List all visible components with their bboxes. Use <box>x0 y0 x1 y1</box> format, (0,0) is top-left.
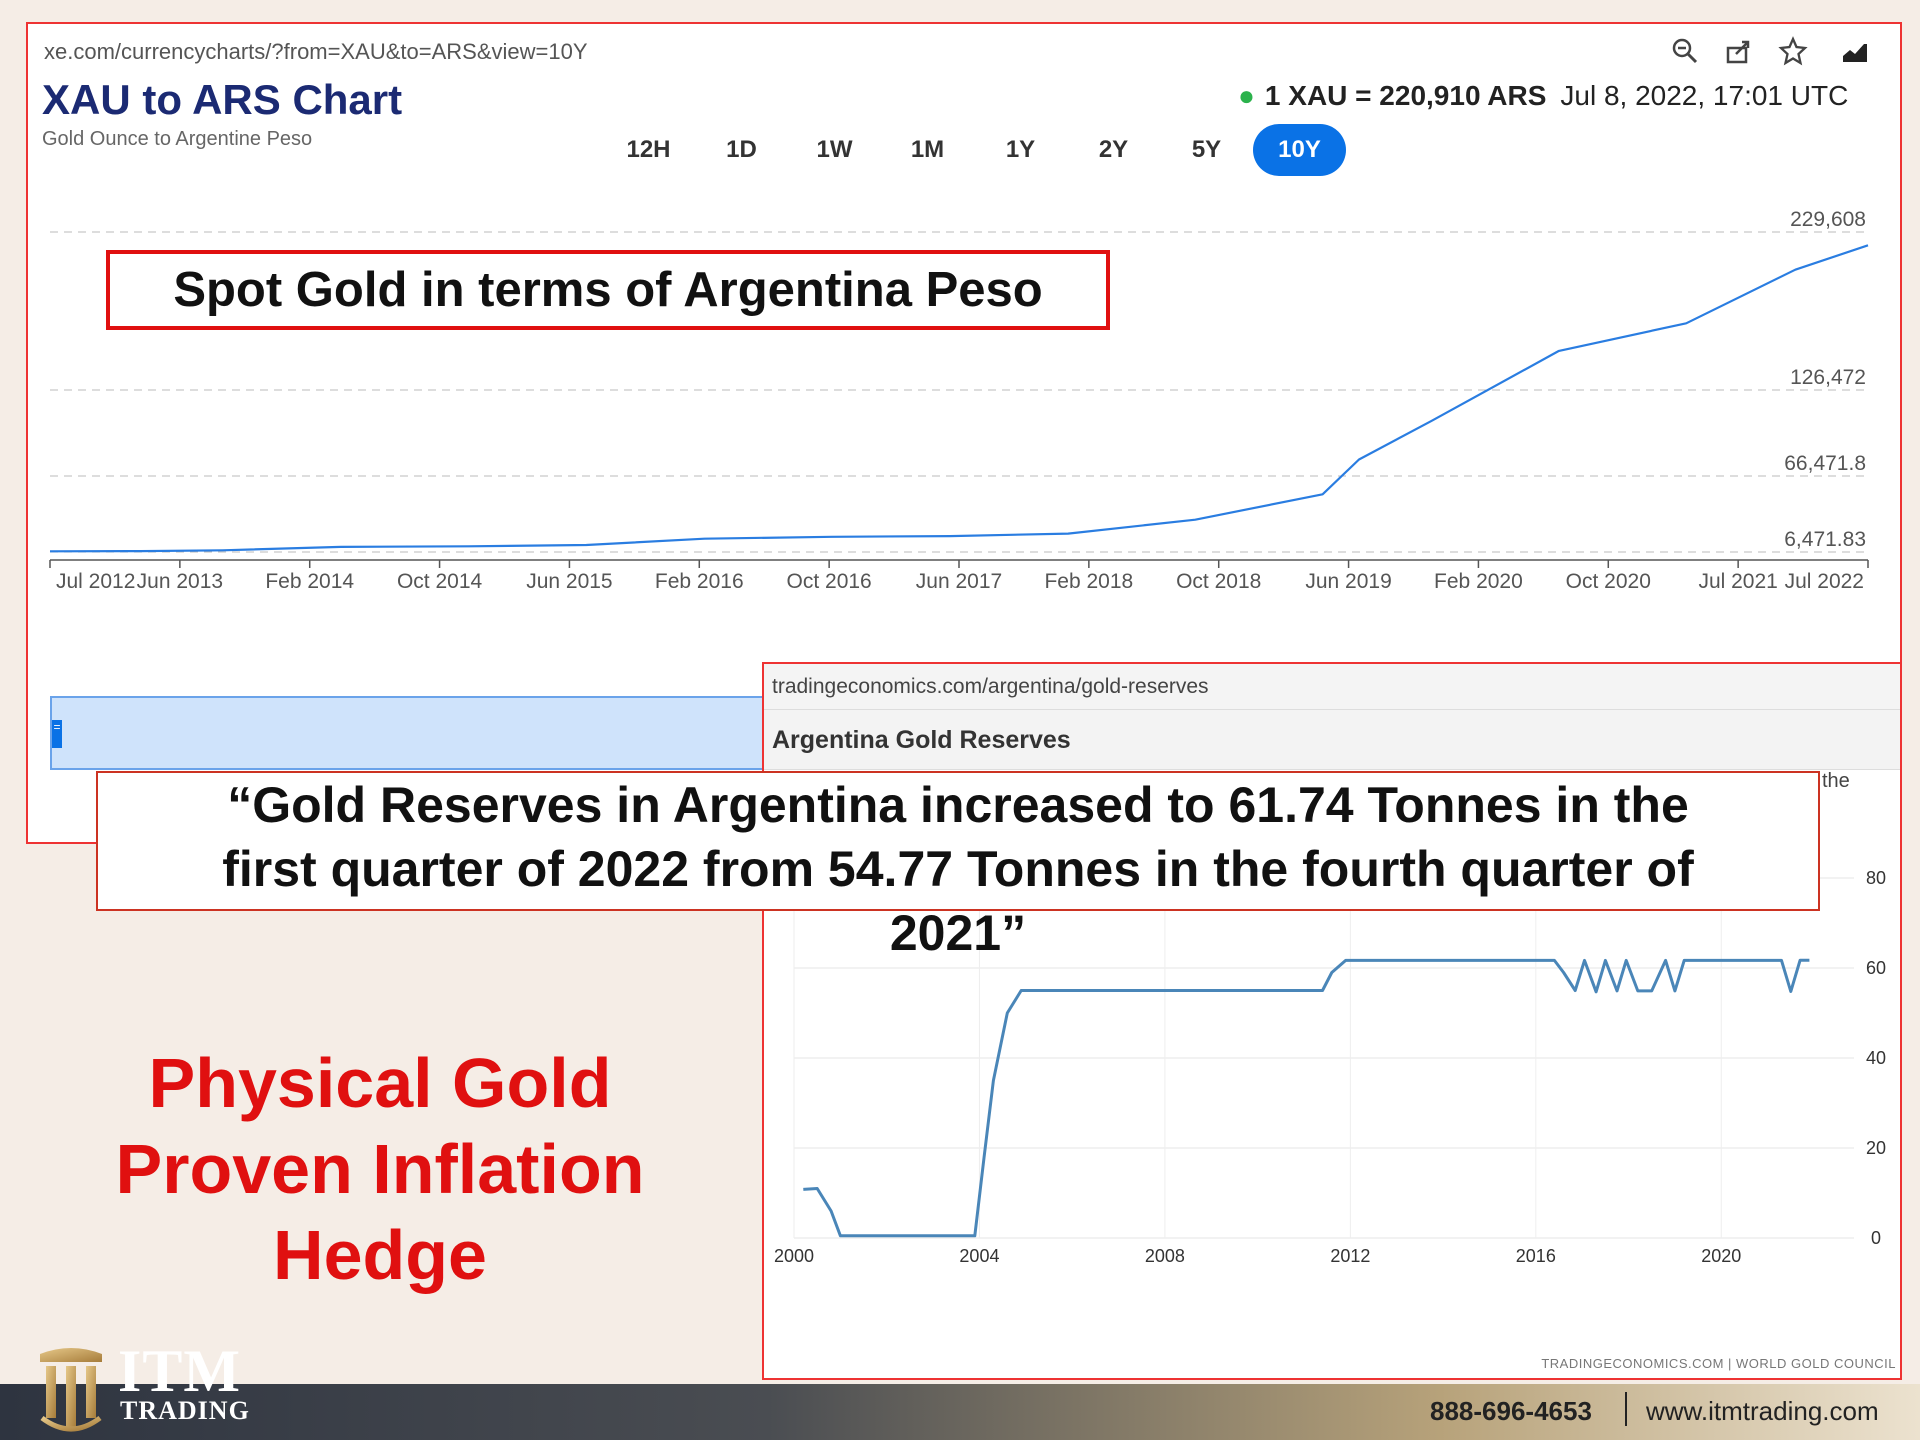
series-line <box>49 244 1869 553</box>
x-tick-label: Jul 2022 <box>1785 570 1864 593</box>
tagline-line: Hedge <box>273 1216 487 1294</box>
logo-wordmark: ITM <box>118 1338 241 1404</box>
tagline-line: Physical Gold <box>148 1044 612 1122</box>
itm-pillar-logo-icon <box>40 1348 102 1432</box>
share-icon[interactable] <box>1722 36 1756 70</box>
x-tick-label: 2020 <box>1701 1246 1741 1266</box>
chart-title: XAU to ARS Chart <box>42 76 403 123</box>
x-tick-label: Oct 2016 <box>787 570 872 593</box>
x-tick-label: 2012 <box>1330 1246 1370 1266</box>
x-tick-label: 2016 <box>1516 1246 1556 1266</box>
chart-subtitle: Gold Ounce to Argentine Peso <box>42 128 313 150</box>
star-icon[interactable] <box>1776 36 1810 70</box>
x-tick-label: 2000 <box>774 1246 814 1266</box>
te-chart-header: Argentina Gold Reserves <box>764 710 1900 770</box>
range-handle-icon[interactable]: = <box>52 720 62 748</box>
tab-12h[interactable]: 12H <box>626 136 671 163</box>
quote-line: “Gold Reserves in Argentina increased to… <box>227 777 1689 833</box>
tab-2y[interactable]: 2Y <box>1098 136 1129 163</box>
x-tick-label: 2008 <box>1145 1246 1185 1266</box>
x-tick-label: Oct 2018 <box>1176 570 1261 593</box>
y-tick-label: 66,471.8 <box>1784 452 1866 475</box>
x-tick-label: Jun 2019 <box>1305 570 1391 593</box>
quote-line: 2021” <box>889 905 1027 961</box>
x-tick-label: Feb 2020 <box>1434 570 1523 593</box>
tab-1w[interactable]: 1W <box>816 136 853 163</box>
extension-icon[interactable] <box>1838 36 1872 70</box>
x-tick-label: Feb 2014 <box>265 570 354 593</box>
y-tick-label: 0 <box>1871 1228 1881 1248</box>
rate-readout: ● 1 XAU = 220,910 ARS Jul 8, 2022, 17:01 U… <box>1238 80 1848 112</box>
tab-1m[interactable]: 1M <box>910 136 945 163</box>
te-source-credit: TRADINGECONOMICS.COM | WORLD GOLD COUNCI… <box>1541 1356 1896 1371</box>
tab-1d[interactable]: 1D <box>726 136 757 163</box>
series-line <box>803 958 1810 1238</box>
tab-5y[interactable]: 5Y <box>1191 136 1222 163</box>
quote-line: first quarter of 2022 from 54.77 Tonnes … <box>222 841 1694 897</box>
y-tick-label: 80 <box>1866 868 1886 888</box>
y-tick-label: 6,471.83 <box>1784 528 1866 551</box>
tagline-line: Proven Inflation <box>115 1130 645 1208</box>
te-line-chart[interactable]: 0 20 40 60 80 2000 2004 2008 2012 2016 2020 <box>764 784 1900 1344</box>
x-tick-label: Jun 2017 <box>916 570 1002 593</box>
tagline: Physical Gold Proven Inflation Hedge <box>40 1040 720 1298</box>
xe-address-bar[interactable]: xe.com/currencycharts/?from=XAU&to=ARS&v… <box>44 39 588 64</box>
te-partial-text: the <box>1822 770 1850 792</box>
quote-text: “Gold Reserves in Argentina increased to… <box>96 773 1820 965</box>
website-link[interactable]: www.itmtrading.com <box>1646 1396 1879 1426</box>
live-status-dot-icon: ● <box>1238 80 1255 111</box>
y-tick-label: 40 <box>1866 1048 1886 1068</box>
phone-number[interactable]: 888-696-4653 <box>1430 1396 1592 1426</box>
y-tick-label: 60 <box>1866 958 1886 978</box>
logo-subtext: TRADING <box>120 1396 250 1425</box>
x-tick-label: Oct 2020 <box>1566 570 1651 593</box>
footer-divider <box>1625 1392 1627 1426</box>
x-tick-label: Feb 2018 <box>1044 570 1133 593</box>
x-tick-label: Feb 2016 <box>655 570 744 593</box>
tab-10y[interactable]: 10Y <box>1253 124 1346 176</box>
rate-value: 1 XAU = 220,910 ARS <box>1264 80 1547 111</box>
tradingeconomics-window: tradingeconomics.com/argentina/gold-rese… <box>762 662 1902 1380</box>
footer-bar <box>0 1384 1920 1440</box>
y-tick-label: 229,608 <box>1790 208 1866 231</box>
x-tick-label: 2004 <box>959 1246 999 1266</box>
spot-gold-callout: Spot Gold in terms of Argentina Peso <box>106 250 1110 330</box>
quote-box <box>96 771 1820 911</box>
zoom-out-icon[interactable] <box>1668 36 1702 70</box>
x-tick-label: Jun 2013 <box>137 570 223 593</box>
y-tick-label: 20 <box>1866 1138 1886 1158</box>
tab-1y[interactable]: 1Y <box>1005 136 1036 163</box>
timeframe-tabs: 12H 1D 1W 1M 1Y 2Y 5Y 10Y <box>602 124 1346 176</box>
x-tick-label: Oct 2014 <box>397 570 483 593</box>
x-tick-label: Jun 2015 <box>526 570 612 593</box>
x-tick-label: Jul 2021 <box>1698 570 1777 593</box>
y-tick-label: 126,472 <box>1790 366 1866 389</box>
te-address-bar[interactable]: tradingeconomics.com/argentina/gold-rese… <box>764 664 1900 710</box>
rate-timestamp: Jul 8, 2022, 17:01 UTC <box>1560 80 1849 111</box>
x-tick-label: Jul 2012 <box>56 570 135 593</box>
